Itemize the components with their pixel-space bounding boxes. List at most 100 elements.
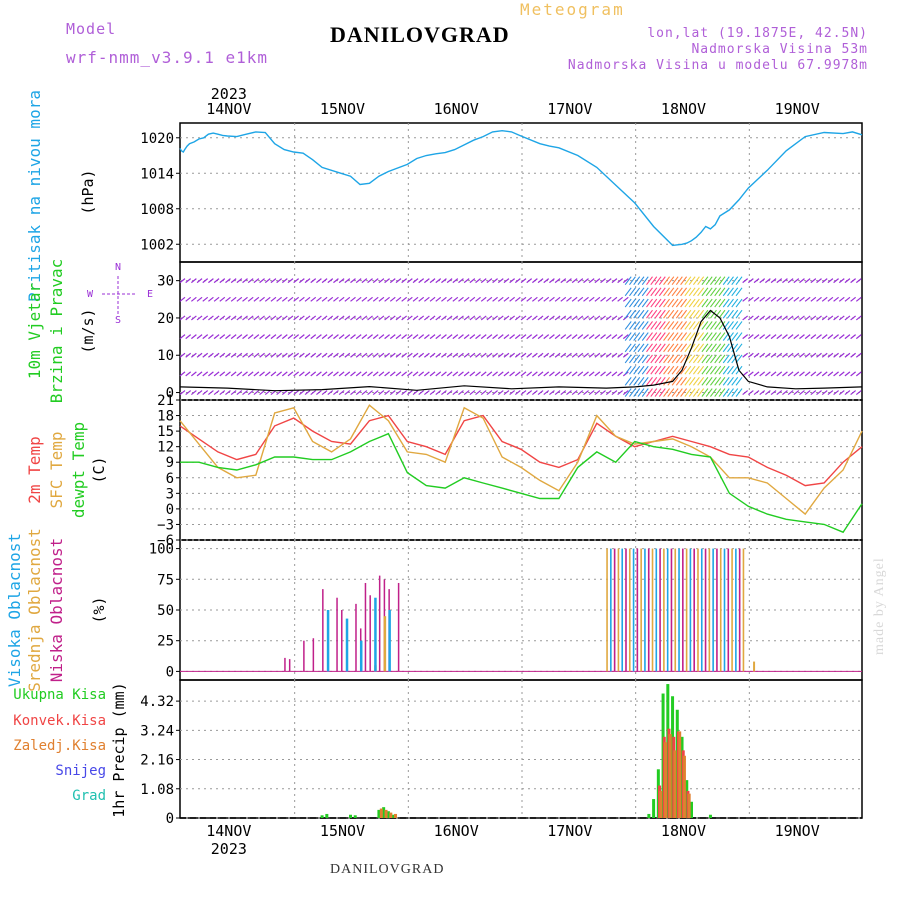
wind-barb (480, 352, 487, 358)
wind-legend-s: S (115, 315, 121, 326)
wind-barb (588, 296, 595, 302)
wind-barb (605, 296, 612, 302)
wind-barb (622, 278, 629, 284)
wind-barb-storm (731, 388, 739, 397)
temp-2m-line (179, 414, 863, 487)
wind-barb (611, 371, 618, 377)
wind-barb (259, 371, 265, 377)
cloud-full-bar (647, 548, 650, 672)
page-title: DANILOVGRAD (330, 22, 510, 47)
wind-barb (202, 352, 209, 358)
precip-total-bar (325, 813, 329, 818)
cloud-tick-label: 50 (157, 603, 174, 619)
wind-barb-storm (735, 287, 743, 297)
wind-barb-storm (688, 298, 696, 308)
wind-barb-storm (697, 287, 705, 297)
wind-barb (367, 334, 373, 340)
wind-barb (350, 334, 356, 340)
wind-barb-storm (688, 309, 696, 319)
cloud-low-bar (312, 638, 315, 672)
cloud-low-bar (288, 659, 291, 672)
wind-barb-storm (646, 388, 653, 397)
wind-barb (406, 315, 413, 321)
wind-barb-storm (731, 377, 739, 386)
wind-barb (247, 390, 254, 396)
wind-barb (742, 296, 749, 302)
wind-barb (492, 315, 498, 321)
wind-barb (850, 315, 857, 321)
wind-barb-storm (701, 287, 709, 297)
wind-barb (844, 390, 851, 396)
wind-barb (560, 352, 567, 358)
wind-barb-storm (667, 276, 675, 285)
wind-barb-storm (692, 276, 700, 285)
wind-barb (594, 296, 601, 302)
precip-total-bar (690, 801, 693, 818)
wind-barb-storm (680, 365, 688, 375)
wind-barb-storm (701, 388, 709, 397)
lonlat-label: lon,lat (19.1875E, 42.5N) (647, 26, 868, 41)
wind-barb (338, 296, 345, 302)
wind-barb (316, 352, 322, 358)
wind-barb-storm (624, 321, 632, 330)
wind-barb (850, 371, 857, 377)
wind-barb-storm (697, 298, 705, 308)
wind-barb-storm (663, 321, 670, 330)
wind-barb (452, 296, 459, 302)
wind-barb (782, 390, 788, 396)
wind-barb (799, 371, 805, 377)
wind-barb (424, 371, 430, 377)
altitude-label: Nadmorska Visina 53m (691, 42, 868, 57)
wind-barb (759, 296, 766, 302)
wind-barb (270, 296, 277, 302)
precip-strat-bar (384, 809, 388, 818)
wind-barb (190, 296, 197, 302)
wind-barb (253, 334, 260, 340)
precip-total-bar (349, 814, 352, 818)
wind-barb-storm (667, 354, 675, 364)
wind-barb (821, 390, 828, 396)
cloud-low-bar (322, 589, 324, 672)
cloud-full-bar (628, 548, 631, 672)
wind-barb (361, 315, 368, 321)
wind-barb (412, 390, 419, 396)
wind-barb (475, 296, 481, 302)
wind-barb (395, 315, 402, 321)
wind-barb (441, 371, 447, 377)
wind-barb (537, 334, 544, 340)
wind-barb-storm (650, 287, 658, 297)
wind-barb (804, 334, 811, 340)
wind-barb (441, 352, 447, 358)
wind-barb (406, 334, 413, 340)
wind-barb (230, 352, 237, 358)
wind-barb (469, 352, 476, 358)
wind-barb-storm (646, 354, 653, 364)
time-label-bottom: 17NOV (547, 822, 592, 840)
cloud-low-bar (303, 640, 305, 672)
precip-strat-bar (389, 812, 393, 818)
wind-barb (827, 352, 834, 358)
temp-dewpt-line (180, 432, 863, 534)
cloud-tail-bar (753, 661, 756, 672)
wind-barb-storm (680, 354, 688, 364)
wind-barb (776, 278, 783, 284)
wind-barb (526, 296, 533, 302)
wind-barb (492, 278, 498, 284)
wind-barb (287, 296, 294, 302)
wind-barb (441, 315, 447, 321)
wind-barb (270, 334, 277, 340)
wind-barb (503, 278, 510, 284)
wind-barb-storm (727, 365, 734, 375)
wind-barb (406, 390, 413, 396)
wind-barb (395, 296, 402, 302)
wind-barb (401, 315, 408, 321)
wind-barb (384, 278, 390, 284)
cloud-full-bar (659, 548, 661, 672)
wind-barb (531, 296, 538, 302)
wind-barb (492, 296, 498, 302)
wind-barb (537, 296, 544, 302)
cloud-tick-label: 0 (166, 664, 174, 680)
wind-barb (793, 278, 800, 284)
wind-barb (588, 334, 595, 340)
wind-barb-storm (714, 276, 722, 285)
